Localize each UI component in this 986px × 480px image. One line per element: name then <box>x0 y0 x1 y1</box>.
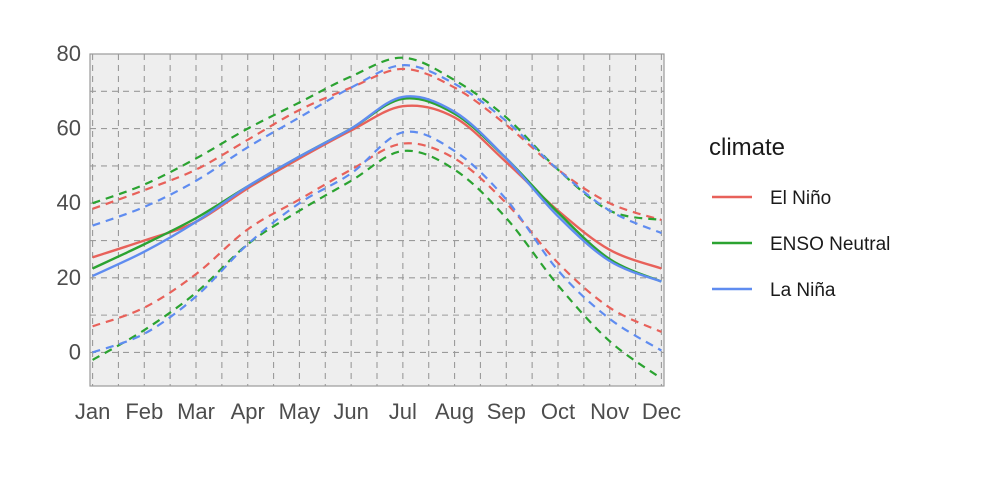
y-tick-label: 40 <box>57 190 81 215</box>
x-tick-label: Feb <box>125 399 163 424</box>
series-upper-el-ni-o <box>92 67 662 222</box>
x-tick-label: Nov <box>590 399 629 424</box>
x-tick-label: Jul <box>389 399 417 424</box>
series-mean-enso-neutral <box>92 97 662 283</box>
x-tick-label: May <box>279 399 321 424</box>
legend-label: La Niña <box>770 280 836 301</box>
x-tick-label: Oct <box>541 399 575 424</box>
legend-title: climate <box>709 134 785 161</box>
series-lower-enso-neutral <box>92 149 663 380</box>
series-lower-la-ni-a <box>92 130 662 354</box>
legend: climate El Niño ENSO Neutral La Niña <box>709 134 890 301</box>
x-tick-label: Jun <box>333 399 368 424</box>
series-lower-el-ni-o <box>92 142 662 333</box>
legend-label: ENSO Neutral <box>770 234 890 255</box>
x-tick-label: Jan <box>75 399 110 424</box>
series-upper-la-ni-a <box>92 64 662 235</box>
legend-label: El Niño <box>770 188 831 209</box>
x-tick-label: Apr <box>231 399 265 424</box>
y-tick-label: 60 <box>57 116 81 141</box>
y-axis-ticks: 0 20 40 60 80 <box>57 41 81 364</box>
x-tick-label: Sep <box>487 399 526 424</box>
y-tick-label: 0 <box>69 339 81 364</box>
x-tick-label: Dec <box>642 399 681 424</box>
series-mean-la-ni-a <box>92 95 662 283</box>
y-tick-label: 80 <box>57 41 81 66</box>
x-tick-label: Mar <box>177 399 215 424</box>
y-tick-label: 20 <box>57 265 81 290</box>
x-axis-ticks: Jan Feb Mar Apr May Jun Jul Aug Sep Oct Nov Dec <box>75 399 681 424</box>
grid <box>90 54 664 386</box>
x-tick-label: Aug <box>435 399 474 424</box>
series-lines <box>92 56 663 380</box>
